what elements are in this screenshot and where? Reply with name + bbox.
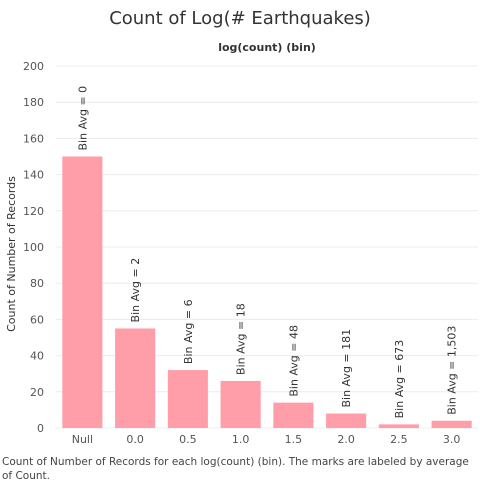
y-tick-label: 200 xyxy=(23,60,44,73)
bar-2.5[interactable] xyxy=(378,424,419,428)
y-tick-label: 100 xyxy=(23,241,44,254)
x-tick-label: 3.0 xyxy=(443,433,461,446)
x-tick-label: 2.0 xyxy=(337,433,355,446)
x-tick-label: 0.5 xyxy=(179,433,197,446)
y-tick-label: 140 xyxy=(23,169,44,182)
bar-data-label: Bin Avg = 48 xyxy=(287,325,300,397)
x-tick-label: 2.5 xyxy=(390,433,408,446)
y-tick-label: 80 xyxy=(30,277,44,290)
bar-data-label: Bin Avg = 6 xyxy=(182,299,195,364)
bar-data-label: Bin Avg = 181 xyxy=(340,329,353,408)
bar-2.0[interactable] xyxy=(326,413,367,428)
chart-title: Count of Log(# Earthquakes) xyxy=(109,8,371,29)
bar-data-label: Bin Avg = 2 xyxy=(129,258,142,323)
y-tick-label: 0 xyxy=(37,422,44,435)
bar-1.0[interactable] xyxy=(220,380,261,428)
y-axis-label: Count of Number of Records xyxy=(5,176,18,332)
chart-caption: Count of Number of Records for each log(… xyxy=(2,456,469,482)
bar-Null[interactable] xyxy=(62,156,103,429)
bar-1.5[interactable] xyxy=(273,402,314,428)
bar-data-label: Bin Avg = 0 xyxy=(76,86,89,151)
bar-3.0[interactable] xyxy=(431,420,472,428)
y-tick-label: 120 xyxy=(23,205,44,218)
x-tick-label: 1.0 xyxy=(232,433,250,446)
x-tick-label: Null xyxy=(72,433,93,446)
y-tick-label: 180 xyxy=(23,96,44,109)
y-tick-label: 20 xyxy=(30,386,44,399)
bar-0.5[interactable] xyxy=(167,370,208,428)
x-tick-label: 0.0 xyxy=(126,433,144,446)
y-tick-label: 40 xyxy=(30,350,44,363)
y-tick-label: 60 xyxy=(30,313,44,326)
bar-data-label: Bin Avg = 673 xyxy=(393,340,406,419)
bar-data-label: Bin Avg = 1,503 xyxy=(446,326,459,415)
y-tick-label: 160 xyxy=(23,132,44,145)
bar-0.0[interactable] xyxy=(115,328,156,428)
x-tick-label: 1.5 xyxy=(285,433,303,446)
column-header-label: log(count) (bin) xyxy=(218,41,316,54)
bar-data-label: Bin Avg = 18 xyxy=(235,303,248,375)
